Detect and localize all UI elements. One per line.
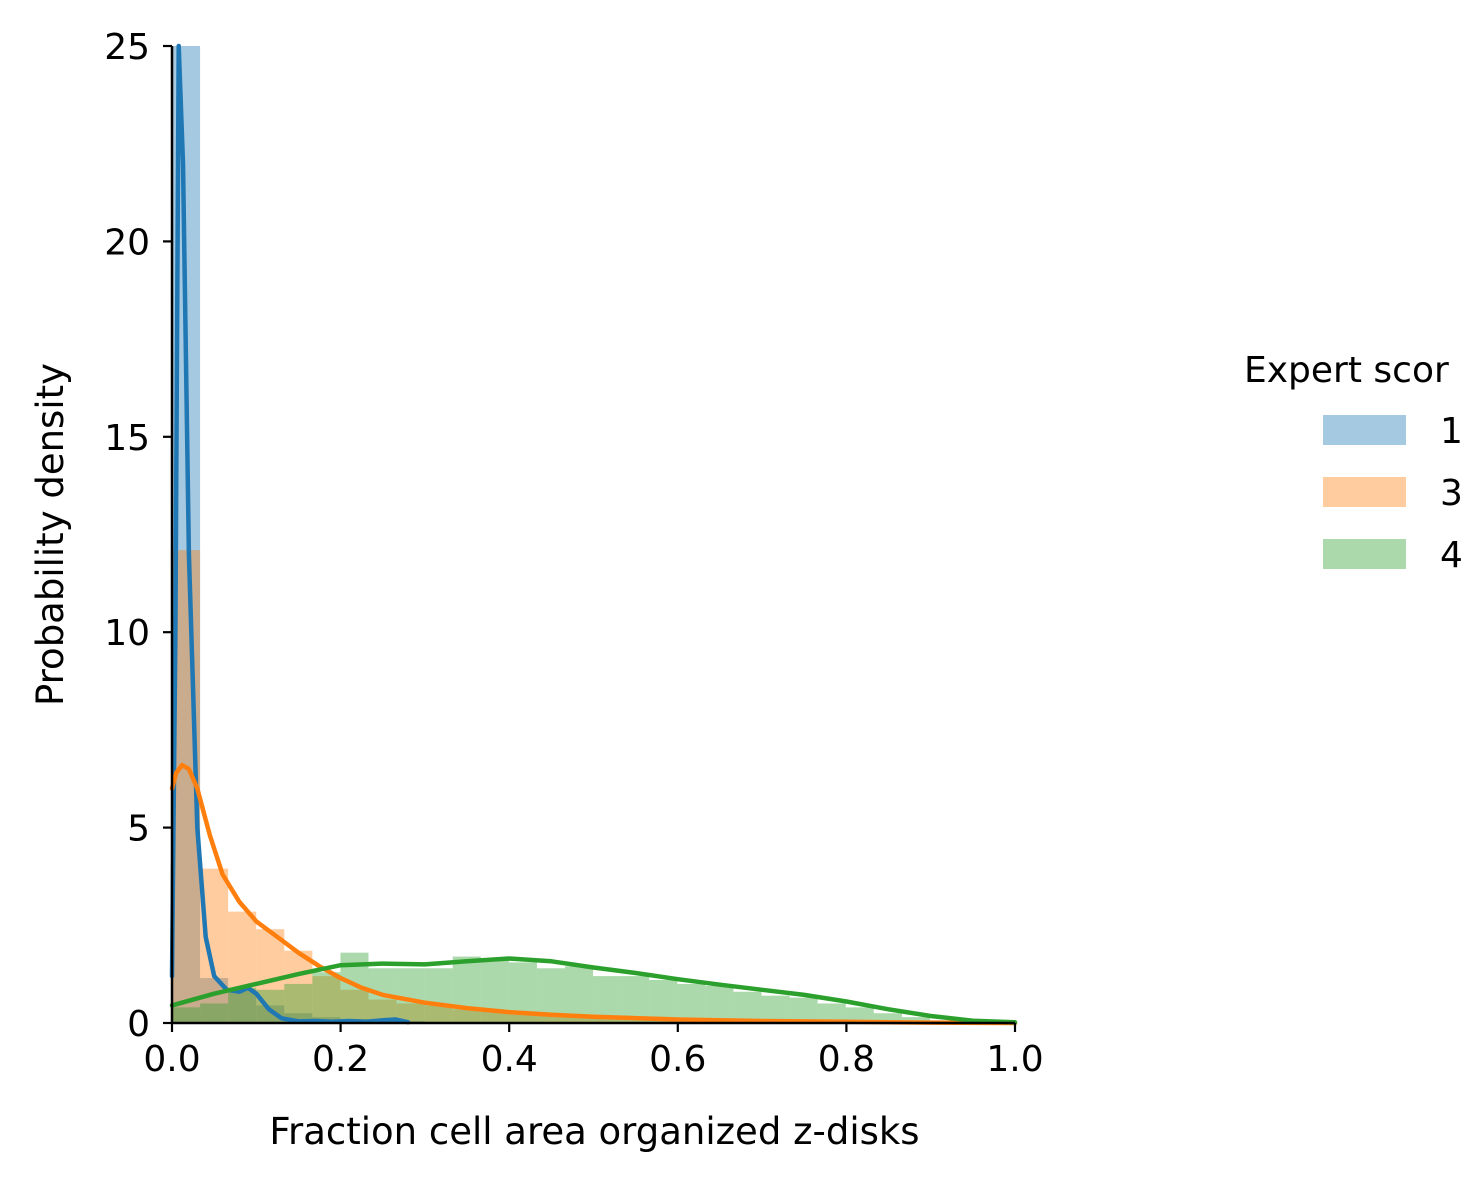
hist-bar bbox=[172, 1007, 201, 1023]
hist-bar bbox=[845, 1007, 874, 1023]
hist-bar bbox=[228, 911, 257, 1023]
hist-bar bbox=[368, 999, 397, 1023]
y-axis-ticks: 0 5 10 15 20 25 bbox=[104, 27, 172, 1045]
kde-curves bbox=[169, 43, 1018, 1026]
plot-area bbox=[169, 43, 1018, 1026]
hist-bar bbox=[873, 1013, 902, 1023]
hist-bar bbox=[901, 1017, 930, 1023]
hist-bar bbox=[761, 995, 790, 1023]
y-tick-label: 25 bbox=[104, 27, 150, 68]
y-tick-label: 0 bbox=[127, 1004, 150, 1045]
hist-bar bbox=[480, 1011, 509, 1023]
hist-bar bbox=[565, 1017, 594, 1023]
hist-series-3 bbox=[172, 550, 959, 1023]
hist-bar bbox=[340, 989, 369, 1023]
hist-bar bbox=[649, 980, 678, 1023]
hist-bar bbox=[228, 987, 257, 1023]
hist-bar bbox=[817, 1003, 846, 1023]
y-axis-label: Probability density bbox=[29, 363, 72, 706]
hist-bar bbox=[733, 991, 762, 1023]
x-tick-label: 0.4 bbox=[481, 1039, 538, 1080]
hist-series-4 bbox=[172, 952, 1015, 1023]
legend-label-series-3: 3 bbox=[1440, 473, 1463, 514]
hist-bar bbox=[396, 968, 425, 1023]
legend-label-series-4: 4 bbox=[1440, 535, 1463, 576]
hist-bar bbox=[228, 989, 257, 1023]
legend-swatch-series-4 bbox=[1323, 539, 1406, 569]
hist-bar bbox=[312, 972, 341, 1023]
hist-bar bbox=[424, 968, 453, 1023]
hist-bar bbox=[621, 976, 650, 1023]
hist-bar bbox=[452, 1009, 481, 1023]
kde-line-series-3 bbox=[169, 762, 1018, 1026]
legend-title: Expert scor bbox=[1244, 350, 1449, 391]
x-tick-label: 0.6 bbox=[649, 1039, 706, 1080]
hist-bar bbox=[396, 1003, 425, 1023]
kde-line-series-1 bbox=[169, 43, 411, 1025]
y-tick-label: 5 bbox=[127, 809, 150, 850]
histogram-bars bbox=[172, 46, 1015, 1023]
hist-bar bbox=[424, 1005, 453, 1023]
x-axis-label: Fraction cell area organized z-disks bbox=[269, 1110, 919, 1153]
legend: Expert scor 1 3 4 bbox=[1244, 350, 1463, 576]
hist-bar bbox=[256, 1005, 285, 1023]
hist-bar bbox=[705, 985, 734, 1023]
y-tick-label: 15 bbox=[104, 418, 150, 459]
y-tick-label: 10 bbox=[104, 613, 150, 654]
hist-bar bbox=[508, 1013, 537, 1023]
x-axis-ticks: 0.0 0.2 0.4 0.6 0.8 1.0 bbox=[143, 1023, 1044, 1080]
hist-bar bbox=[284, 1013, 313, 1023]
hist-bar bbox=[621, 1018, 650, 1023]
hist-bar bbox=[284, 950, 313, 1023]
hist-bar bbox=[256, 929, 285, 1023]
x-tick-label: 1.0 bbox=[986, 1039, 1043, 1080]
y-tick-label: 20 bbox=[104, 222, 150, 263]
legend-swatch-series-3 bbox=[1323, 477, 1406, 507]
axes: 0.0 0.2 0.4 0.6 0.8 1.0 0 5 10 15 20 25 bbox=[104, 27, 1043, 1080]
x-tick-label: 0.8 bbox=[818, 1039, 875, 1080]
hist-bar bbox=[789, 997, 818, 1023]
hist-bar bbox=[284, 983, 313, 1023]
legend-items: 1 3 4 bbox=[1323, 411, 1463, 576]
hist-bar bbox=[536, 1015, 566, 1023]
hist-bar bbox=[593, 1017, 622, 1023]
kde-line-series-4 bbox=[169, 956, 1018, 1025]
hist-bar bbox=[312, 976, 341, 1023]
legend-swatch-series-1 bbox=[1323, 415, 1406, 445]
x-tick-label: 0.0 bbox=[143, 1039, 200, 1080]
hist-bar bbox=[452, 956, 481, 1023]
x-tick-label: 0.2 bbox=[312, 1039, 369, 1080]
hist-bar bbox=[200, 1003, 229, 1023]
hist-bar bbox=[677, 983, 706, 1023]
legend-label-series-1: 1 bbox=[1440, 411, 1463, 452]
